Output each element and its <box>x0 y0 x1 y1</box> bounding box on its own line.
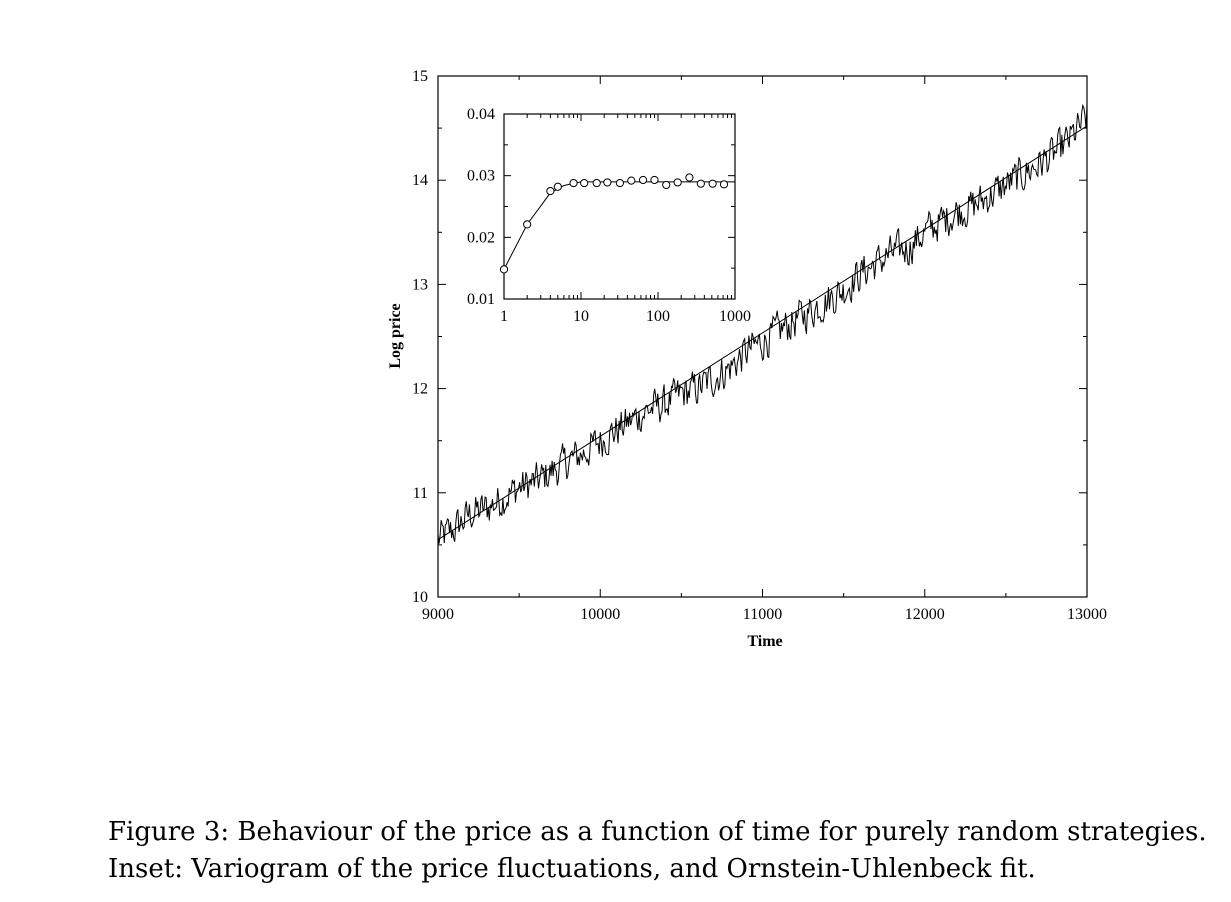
variogram-point <box>708 179 717 188</box>
variogram-point <box>499 265 509 274</box>
variogram-point <box>553 182 562 191</box>
trend-line <box>437 125 1088 541</box>
main-series <box>437 103 1088 544</box>
variogram-point <box>685 173 694 182</box>
inset-plot: 1 10 100 1000 0.01 0.02 0.03 0.04 <box>456 104 752 326</box>
variogram-point <box>569 178 578 188</box>
inset-y-tick-label: 0.01 <box>467 291 495 308</box>
main-x-tick-label: 11000 <box>743 606 782 623</box>
price-series-line <box>437 103 1088 544</box>
variogram-point <box>603 178 612 187</box>
variogram-point <box>696 179 705 188</box>
main-y-tick-labels: 10 11 12 13 14 15 <box>412 68 428 606</box>
main-y-tick-label: 10 <box>412 589 428 606</box>
main-ticks <box>437 75 1088 598</box>
inset-background <box>456 104 752 326</box>
inset-x-tick-label: 10 <box>573 308 589 325</box>
main-x-axis-title: Time <box>747 633 782 650</box>
inset-y-tick-label: 0.04 <box>467 106 495 123</box>
inset-y-tick-label: 0.03 <box>467 168 495 185</box>
main-x-tick-label: 12000 <box>905 606 945 623</box>
main-x-tick-label: 10000 <box>580 606 620 623</box>
caption-line-2: Inset: Variogram of the price fluctuatio… <box>108 854 1036 884</box>
inset-x-tick-label: 1 <box>500 308 508 325</box>
variogram-point <box>662 180 671 190</box>
main-y-axis-title: Log price <box>387 303 404 368</box>
main-y-tick-label: 11 <box>413 485 428 502</box>
main-y-tick-label: 13 <box>412 276 428 293</box>
variogram-point <box>592 178 601 188</box>
inset-y-tick-label: 0.02 <box>467 229 495 246</box>
inset-series <box>499 173 735 274</box>
variogram-point <box>615 178 624 188</box>
main-y-tick-label: 12 <box>412 381 428 398</box>
variogram-point <box>719 180 729 189</box>
inset-x-tick-label: 1000 <box>719 308 751 325</box>
variogram-point <box>546 186 555 196</box>
variogram-point <box>638 175 648 185</box>
variogram-point <box>627 176 636 185</box>
main-x-tick-label: 13000 <box>1067 606 1107 623</box>
variogram-point <box>673 178 682 187</box>
main-y-tick-label: 15 <box>412 68 428 85</box>
variogram-point <box>523 220 532 229</box>
inset-ticks <box>503 113 736 300</box>
variogram-point <box>650 175 659 185</box>
main-x-tick-label: 9000 <box>422 606 454 623</box>
inset-x-tick-labels: 1 10 100 1000 <box>500 308 751 325</box>
inset-x-tick-label: 100 <box>646 308 670 325</box>
figure-caption: Figure 3: Behaviour of the price as a fu… <box>108 814 1218 888</box>
inset-y-tick-labels: 0.01 0.02 0.03 0.04 <box>467 106 495 308</box>
caption-line-1: Figure 3: Behaviour of the price as a fu… <box>108 817 1207 847</box>
main-y-tick-label: 14 <box>412 172 428 189</box>
main-x-tick-labels: 9000 10000 11000 12000 13000 <box>422 606 1107 623</box>
variogram-point <box>580 178 589 188</box>
